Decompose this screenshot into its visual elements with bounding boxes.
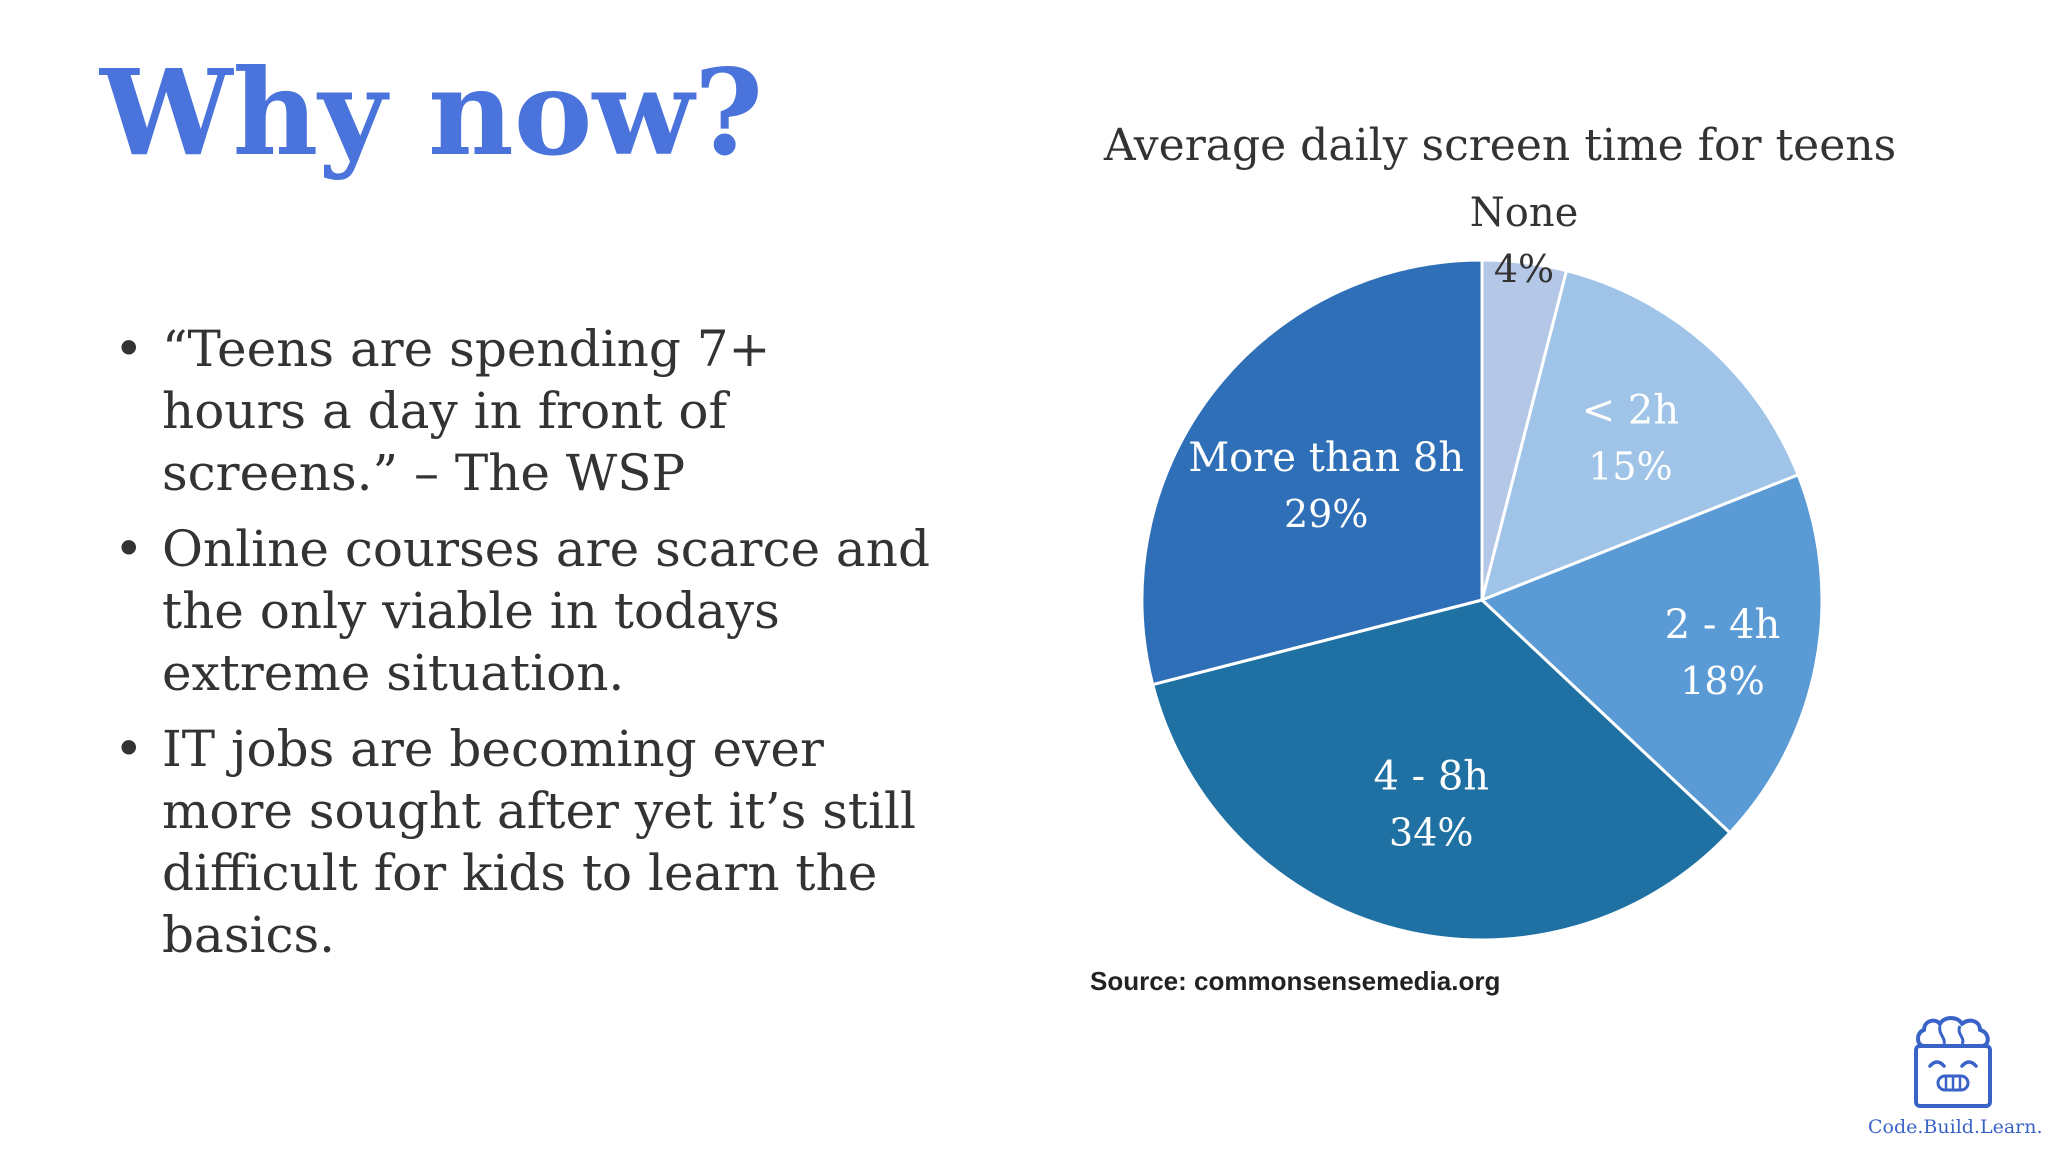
slice-value-label: 34% (1389, 811, 1473, 855)
pie-slice (1479, 268, 1801, 603)
slice-label: < 2h (1582, 388, 1679, 434)
pie-slice (1140, 258, 1484, 687)
pie-slice (1479, 472, 1824, 835)
chart-title: Average daily screen time for teens (1103, 120, 1897, 171)
source-note: Source: commonsensemedia.org (1090, 966, 1501, 996)
bullet-dot-icon: • (114, 320, 144, 378)
bullet-dot-icon: • (114, 520, 144, 578)
pie-slice (1150, 598, 1732, 942)
logo-text: Code.Build.Learn. (1868, 1116, 2043, 1138)
bullet-list: • “Teens are spending 7+ hours a day in f… (110, 318, 930, 980)
slice-label: 2 - 4h (1665, 602, 1781, 648)
slice-value-label: 18% (1680, 659, 1764, 703)
slice-value-label: 15% (1588, 445, 1672, 489)
bullet-text: Online courses are scarce and the only v… (162, 520, 930, 702)
bullet-dot-icon: • (114, 720, 144, 778)
bullet-text: “Teens are spending 7+ hours a day in fr… (162, 320, 771, 502)
bullet-item: • “Teens are spending 7+ hours a day in f… (110, 318, 930, 504)
bullet-item: • Online courses are scarce and the only … (110, 518, 930, 704)
bullet-text: IT jobs are becoming ever more sought af… (162, 720, 916, 964)
slice-label: None (1470, 190, 1579, 236)
bullet-item: • IT jobs are becoming ever more sought a… (110, 718, 930, 966)
slice-label: More than 8h (1188, 435, 1464, 481)
slice-value-label: 4% (1494, 247, 1554, 291)
slide-title: Why now? (100, 43, 764, 182)
slice-value-label: 29% (1284, 492, 1368, 536)
brain-box-icon (1914, 1016, 1992, 1108)
slice-label: 4 - 8h (1373, 754, 1489, 800)
logo: Code.Build.Learn. (1868, 1012, 2043, 1140)
